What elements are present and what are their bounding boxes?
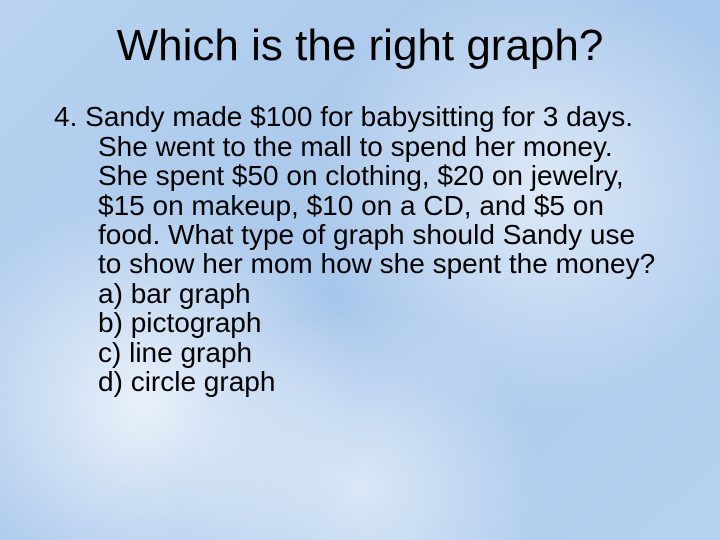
options-list: a) bar graph b) pictograph c) line graph…	[54, 279, 666, 397]
option-letter: b)	[98, 307, 123, 338]
option-letter: c)	[98, 337, 121, 368]
question-block: 4. Sandy made $100 for babysitting for 3…	[54, 102, 666, 278]
option-letter: d)	[98, 366, 123, 397]
option-letter: a)	[98, 278, 123, 309]
option-b: b) pictograph	[98, 308, 666, 337]
question-text: Sandy made $100 for babysitting for 3 da…	[85, 101, 655, 279]
option-c: c) line graph	[98, 338, 666, 367]
question-number: 4.	[54, 101, 77, 132]
option-a: a) bar graph	[98, 279, 666, 308]
slide-container: Which is the right graph? 4. Sandy made …	[0, 0, 720, 540]
option-label: circle graph	[131, 366, 276, 397]
option-label: bar graph	[131, 278, 251, 309]
option-d: d) circle graph	[98, 367, 666, 396]
slide-title: Which is the right graph?	[54, 22, 666, 70]
option-label: line graph	[129, 337, 252, 368]
slide-body: 4. Sandy made $100 for babysitting for 3…	[54, 102, 666, 396]
option-label: pictograph	[131, 307, 262, 338]
